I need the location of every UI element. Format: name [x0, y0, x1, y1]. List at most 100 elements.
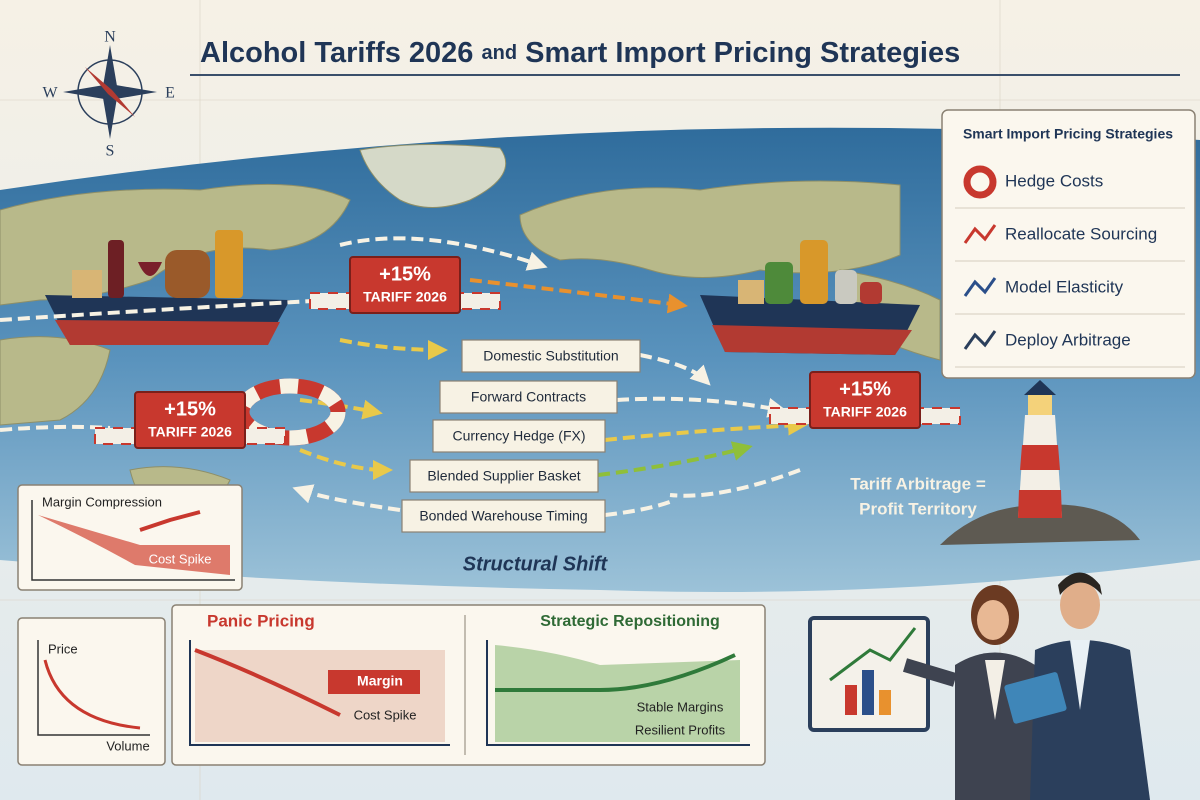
ship-left-part	[138, 262, 162, 276]
comparison-panel-part	[194, 648, 341, 717]
margin-panel-label: Cost Spike	[149, 551, 212, 566]
ship-right-part	[860, 282, 882, 304]
route-arrows-part	[604, 468, 801, 517]
sidebar-icon	[963, 165, 997, 199]
route-box	[401, 499, 606, 533]
presenters-part	[845, 685, 857, 715]
continents-part	[359, 143, 507, 208]
presenters-part	[879, 690, 891, 715]
comparison-panel-part	[328, 670, 420, 694]
comparison-panel-part	[189, 640, 450, 746]
presenters-part	[1058, 572, 1102, 595]
route-caption: Structural Shift	[463, 553, 609, 575]
badge-label: TARIFF 2026	[363, 289, 447, 305]
presenters-part	[829, 627, 917, 682]
tariff-badge: +15% TARIFF 2026	[309, 256, 501, 314]
route-box	[409, 459, 599, 493]
route-arrows-part	[604, 415, 808, 442]
compass: N E S W	[42, 29, 174, 160]
route-label: Blended Supplier Basket	[427, 468, 580, 484]
comparison-panel-part	[495, 645, 740, 742]
ship-left-part	[72, 270, 102, 298]
route-arrows-part	[0, 236, 540, 322]
badge-rate: +15%	[379, 263, 431, 285]
tariff-badge: +15% TARIFF 2026	[94, 391, 286, 449]
badge-rate: +15%	[164, 398, 216, 420]
elasticity-x-label: Volume	[106, 738, 149, 753]
ship-right-part	[712, 325, 912, 355]
margin-panel: Margin Compression Cost Spike	[17, 484, 243, 591]
route-arrows-part	[639, 353, 711, 386]
route-arrows-part	[469, 278, 688, 314]
ship-right-part	[738, 280, 764, 304]
sidebar-item: Reallocate Sourcing	[1005, 224, 1157, 243]
compass-part	[85, 67, 135, 117]
route-arrows-part	[616, 396, 788, 418]
arbitrage-line-2: Profit Territory	[859, 499, 977, 518]
lighthouse-part	[940, 504, 1140, 545]
route-arrows-part	[299, 448, 393, 480]
header: Alcohol Tariffs 2026 and Smart Import Pr…	[190, 37, 1180, 76]
sidebar-icon	[963, 277, 997, 297]
route-arrows-part	[292, 484, 401, 512]
badge-plate	[349, 256, 461, 314]
ship-left-part	[108, 240, 124, 298]
badge-plate	[134, 391, 246, 449]
lighthouse-part	[1028, 395, 1052, 415]
panic-spike-label: Cost Spike	[354, 707, 417, 722]
ship-right	[700, 240, 920, 355]
presenters-part	[1060, 581, 1100, 629]
lighthouse-part	[1018, 445, 1062, 518]
margin-panel-part	[38, 515, 230, 575]
sidebar: Smart Import Pricing Strategies Hedge Co…	[941, 109, 1196, 379]
life-ring-part	[234, 378, 346, 446]
presenters-part	[1070, 640, 1090, 710]
arbitrage-note: Tariff Arbitrage = Profit Territory	[850, 474, 986, 518]
sidebar-icon	[963, 330, 997, 350]
panic-margin-label: Margin	[357, 673, 403, 689]
ship-right-part	[765, 262, 793, 304]
tariff-badges: +15% TARIFF 2026 +15% TARIFF 2026 +15% TARIFF…	[94, 256, 961, 449]
title-main: Alcohol Tariffs 2026	[200, 37, 473, 69]
presenters	[808, 572, 1150, 800]
route-label: Bonded Warehouse Timing	[419, 508, 587, 524]
strategic-line-1: Stable Margins	[637, 699, 724, 714]
route-box	[432, 419, 606, 453]
margin-panel-title: Margin Compression	[42, 494, 162, 509]
ship-left-part	[55, 320, 280, 345]
panic-title: Panic Pricing	[207, 611, 315, 630]
route-label: Forward Contracts	[471, 389, 586, 405]
compass-w: W	[42, 85, 58, 102]
route-arrows	[0, 236, 808, 517]
lighthouse	[940, 380, 1140, 545]
sidebar-title: Smart Import Pricing Strategies	[963, 126, 1173, 142]
comparison-panel: Panic Pricing Margin Cost Spike Strategi…	[171, 604, 766, 766]
elasticity-y-label: Price	[48, 641, 78, 656]
margin-panel-part	[31, 500, 235, 581]
tariff-badge: +15% TARIFF 2026	[769, 371, 961, 429]
comparison-panel-part	[486, 640, 750, 746]
compass-s: S	[106, 143, 115, 160]
sidebar-item: Hedge Costs	[1005, 171, 1103, 190]
strategy-routes: Domestic Substitution Forward Contracts Cu…	[401, 339, 641, 533]
badge-label: TARIFF 2026	[823, 404, 907, 420]
presenters-part	[902, 658, 958, 687]
elasticity-panel-part	[37, 640, 150, 736]
sidebar-items: Hedge Costs Reallocate Sourcing Model Elas…	[955, 165, 1185, 368]
strategic-line-2: Resilient Profits	[635, 722, 726, 737]
sidebar-item: Deploy Arbitrage	[1005, 330, 1131, 349]
title-connector: and	[482, 42, 518, 64]
title-rest: Smart Import Pricing Strategies	[525, 37, 960, 69]
compass-n: N	[104, 29, 116, 46]
presenters-part	[1030, 640, 1150, 800]
route-arrows-part	[597, 441, 753, 477]
presenters-part	[985, 660, 1005, 720]
ship-left-part	[165, 250, 210, 298]
sidebar-part	[941, 109, 1196, 379]
sidebar-item: Model Elasticity	[1005, 277, 1124, 296]
ship-left-part	[215, 230, 243, 298]
elasticity-panel: Price Volume	[17, 617, 166, 766]
route-box	[461, 339, 641, 373]
